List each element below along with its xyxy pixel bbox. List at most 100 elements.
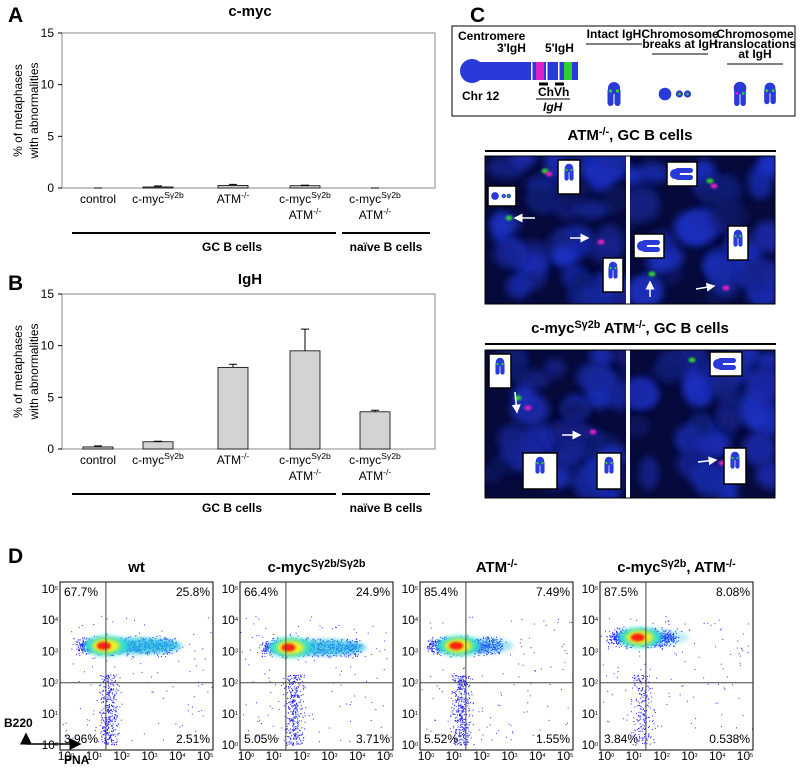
event (88, 638, 90, 640)
event (116, 738, 118, 740)
event (463, 735, 465, 737)
event (432, 636, 434, 638)
superscript: Sγ2b (381, 451, 401, 461)
event (456, 698, 458, 700)
event (290, 731, 292, 733)
event (466, 714, 468, 716)
event (430, 643, 432, 645)
event (113, 674, 115, 676)
event (106, 701, 108, 703)
event (341, 638, 343, 640)
event (120, 653, 122, 655)
y-axis-label: % of metaphases (11, 325, 25, 418)
chromatid (564, 168, 569, 181)
y-axis-label: % of metaphases (11, 64, 25, 157)
event (115, 711, 117, 713)
event (452, 725, 454, 727)
event (463, 688, 465, 690)
event (462, 684, 464, 686)
event (104, 696, 106, 698)
event (291, 735, 293, 737)
event (112, 621, 114, 623)
event (550, 666, 552, 668)
event (435, 648, 437, 650)
event (112, 740, 114, 742)
event (566, 653, 568, 655)
event (261, 650, 263, 652)
event (293, 730, 295, 732)
event (110, 712, 112, 714)
event (301, 681, 303, 683)
event (457, 683, 459, 685)
event (82, 641, 84, 643)
event (297, 734, 299, 736)
event (112, 727, 114, 729)
event (266, 641, 268, 643)
superscript: 5 (415, 586, 418, 592)
fish-signal (710, 183, 718, 189)
event (344, 655, 346, 657)
event (497, 704, 499, 706)
event (297, 686, 299, 688)
event (461, 716, 463, 718)
event (436, 648, 438, 650)
event (110, 688, 112, 690)
event (341, 670, 343, 672)
event (461, 739, 463, 741)
event (264, 648, 266, 650)
event (129, 636, 131, 638)
text-part: c-myc (268, 559, 311, 576)
signal (771, 89, 775, 93)
event (455, 706, 457, 708)
event (258, 635, 260, 637)
event (456, 711, 458, 713)
event (265, 628, 267, 630)
event (457, 720, 459, 722)
signal (735, 91, 739, 95)
event (557, 618, 559, 620)
event (385, 632, 387, 634)
event (289, 679, 291, 681)
event (456, 675, 458, 677)
event (119, 706, 121, 708)
text-part: c-myc (279, 453, 311, 467)
event (288, 741, 290, 743)
event (289, 732, 291, 734)
event (290, 739, 292, 741)
event (72, 663, 74, 665)
event (301, 720, 303, 722)
event (458, 700, 460, 702)
event (290, 719, 292, 721)
event (356, 638, 358, 640)
event (459, 715, 461, 717)
event (135, 635, 137, 637)
event (312, 713, 314, 715)
text-part: 10 (222, 613, 236, 627)
event (303, 655, 305, 657)
event (561, 646, 563, 648)
nucleus (755, 461, 775, 490)
event (292, 690, 294, 692)
event (296, 678, 298, 680)
event (468, 710, 470, 712)
chromatid (764, 88, 770, 105)
event (439, 636, 441, 638)
event (491, 637, 493, 639)
chromosome-stripe (558, 62, 560, 80)
chart-title: c-myc (228, 3, 271, 20)
y-tick-label: 5 (47, 390, 54, 404)
event (301, 707, 303, 709)
x-tick-label: ATM-/- (359, 467, 392, 483)
event (90, 684, 92, 686)
x-tick-label: 103 (141, 749, 157, 763)
superscript: 3 (235, 648, 238, 654)
event (458, 735, 460, 737)
superscript: 5 (570, 753, 573, 759)
event (308, 714, 310, 716)
y-tick-label: 104 (222, 613, 238, 627)
event (354, 652, 356, 654)
y-tick-label: 101 (42, 707, 58, 721)
event (335, 627, 337, 629)
event (287, 736, 289, 738)
event (288, 701, 290, 703)
